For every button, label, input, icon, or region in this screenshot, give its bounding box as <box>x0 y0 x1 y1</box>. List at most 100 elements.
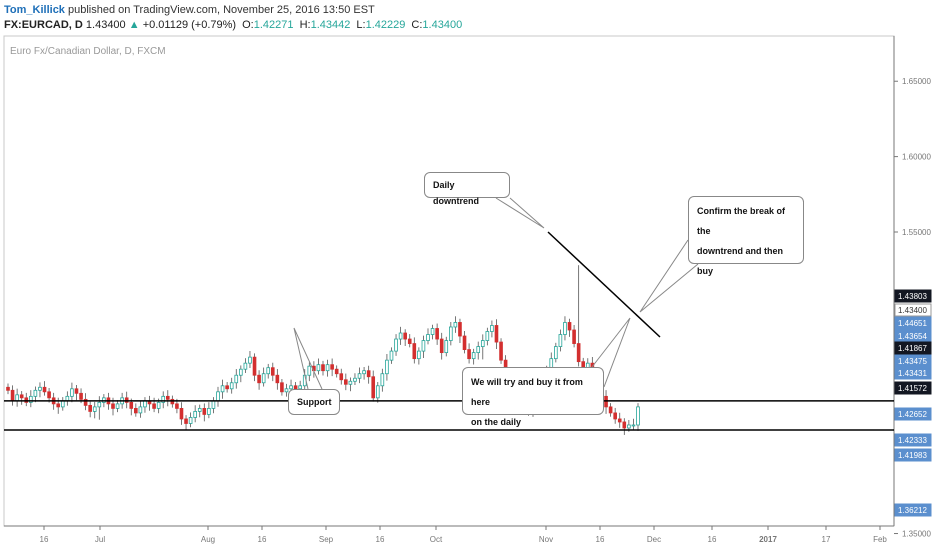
candle-body <box>430 328 435 335</box>
candle-body <box>554 346 558 360</box>
author-link[interactable]: Tom_Killick <box>4 4 65 16</box>
support-pointer <box>293 327 323 390</box>
candle-body <box>439 338 444 354</box>
candle-body <box>165 395 170 400</box>
candle-body <box>257 374 261 384</box>
candle-body <box>248 356 252 364</box>
price-tag-label: 1.41983 <box>898 451 927 460</box>
chart-title: Euro Fx/Canadian Dollar, D, FXCM <box>10 46 166 57</box>
price-tag[interactable] <box>894 303 932 317</box>
publish-line: Tom_Killick published on TradingView.com… <box>4 4 375 16</box>
candle-body <box>202 407 207 415</box>
support-callout[interactable]: Support <box>288 389 340 415</box>
candle-body <box>490 325 494 332</box>
candle-body <box>608 406 613 414</box>
low-value: 1.42229 <box>365 19 406 31</box>
y-tick-label: 1.55000 <box>902 228 931 237</box>
candle-body <box>74 388 79 394</box>
price-tag[interactable] <box>894 366 932 380</box>
candle-body <box>47 391 51 399</box>
candle-body <box>175 403 179 409</box>
price-tag[interactable] <box>894 448 932 462</box>
candle-body <box>220 385 225 393</box>
candle-body <box>321 364 325 372</box>
price-tag[interactable] <box>894 433 932 447</box>
daily-downtrend-callout[interactable]: Daily downtrend <box>424 172 510 206</box>
candle-body <box>289 385 293 390</box>
candle-body <box>138 406 143 414</box>
candle-body <box>152 403 156 409</box>
candle-body <box>92 406 97 412</box>
candle-body <box>33 389 38 397</box>
up-arrow-icon: ▲ <box>128 19 140 31</box>
price-tag-label: 1.43475 <box>898 357 927 366</box>
open-label: O: <box>242 19 254 31</box>
x-tick-label: Jul <box>95 535 105 544</box>
price-tag[interactable] <box>894 289 932 303</box>
candle-body <box>234 374 239 384</box>
close-label: C: <box>411 19 423 31</box>
confirm-break-callout[interactable]: Confirm the break of the downtrend and t… <box>688 196 804 276</box>
candle-body <box>499 341 503 361</box>
candle-body <box>325 364 330 372</box>
candle-body <box>184 418 188 424</box>
price-tag[interactable] <box>894 341 932 355</box>
price-tag-label: 1.44651 <box>898 319 927 328</box>
candle-body <box>435 328 439 340</box>
candle-body <box>193 411 197 418</box>
candle-body <box>458 322 462 337</box>
candle-body <box>453 322 458 328</box>
price-tag-label: 1.41867 <box>898 344 927 353</box>
candle-body <box>403 332 407 340</box>
candle-body <box>567 322 572 331</box>
low-label: L: <box>356 19 366 31</box>
x-tick-label: 16 <box>258 535 267 544</box>
price-tag-label: 1.42333 <box>898 436 927 445</box>
price-tag[interactable] <box>894 381 932 395</box>
candle-body <box>339 373 344 381</box>
candle-body <box>143 400 147 408</box>
candle-body <box>188 417 193 424</box>
candle-body <box>389 350 394 361</box>
candle-body <box>604 395 608 408</box>
x-tick-label: 16 <box>376 535 385 544</box>
candle-body <box>380 373 385 387</box>
candle-body <box>15 394 19 402</box>
x-tick-label: 2017 <box>759 535 777 544</box>
downtrend-line[interactable] <box>547 231 661 338</box>
high-value: 1.43442 <box>310 19 351 31</box>
candle-body <box>298 385 302 390</box>
candle-body <box>161 395 166 403</box>
candle-body <box>412 343 417 360</box>
candle-body <box>261 373 266 384</box>
candle-body <box>563 322 567 335</box>
candle-body <box>480 340 485 347</box>
price-tag[interactable] <box>894 407 932 421</box>
candle-body <box>280 382 284 393</box>
candle-body <box>156 401 161 409</box>
confirm-line-3: buy <box>697 266 714 276</box>
candle-body <box>449 326 453 341</box>
candle-body <box>79 392 83 400</box>
candle-body <box>111 403 115 409</box>
candle-body <box>467 349 471 360</box>
candle-body <box>572 329 576 344</box>
candle-body <box>10 389 15 402</box>
candle-body <box>88 404 92 412</box>
buy-here-callout[interactable]: We will try and buy it from here on the … <box>462 367 604 427</box>
candle-body <box>316 364 321 372</box>
candle-body <box>60 400 65 408</box>
candle-body <box>631 424 636 427</box>
candle-body <box>362 370 366 375</box>
candle-body <box>330 364 334 370</box>
candle-body <box>252 356 257 376</box>
candle-body <box>344 379 348 385</box>
candle-body <box>576 343 581 363</box>
symbol-label[interactable]: FX:EURCAD, D <box>4 19 83 31</box>
candle-body <box>348 380 353 385</box>
price-tag[interactable] <box>894 316 932 330</box>
x-tick-label: Sep <box>319 535 334 544</box>
price-tag[interactable] <box>894 503 932 517</box>
plot-area[interactable] <box>3 35 895 527</box>
